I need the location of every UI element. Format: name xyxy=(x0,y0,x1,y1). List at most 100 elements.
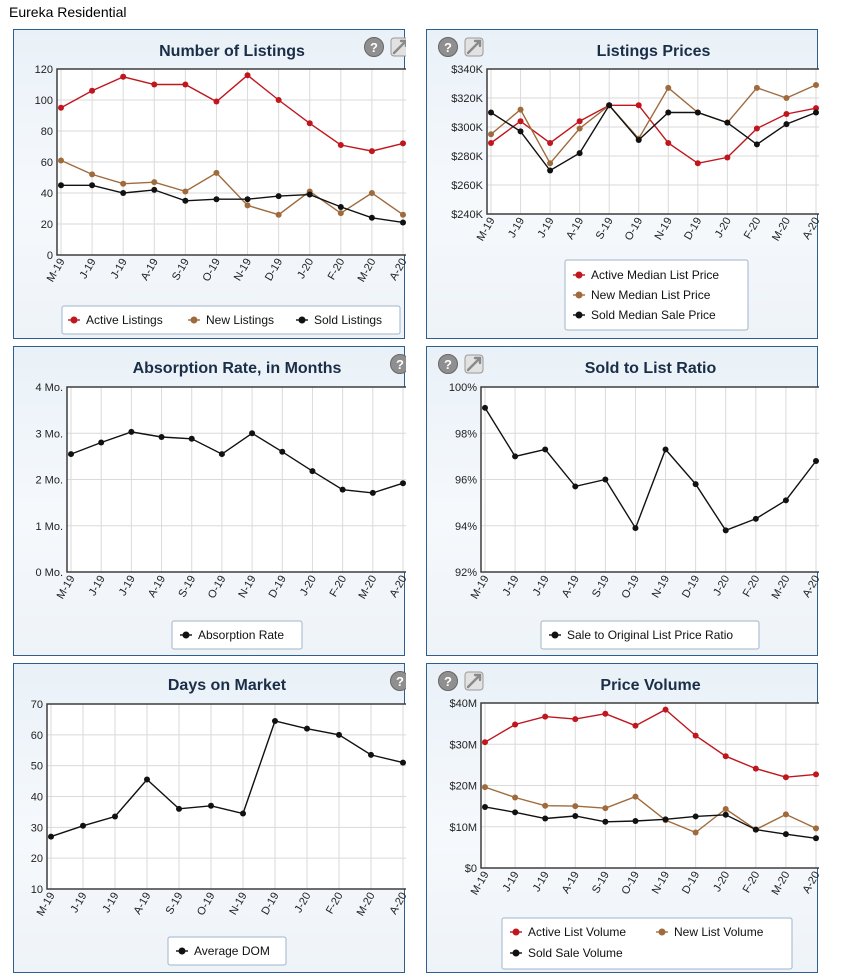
settings-icon[interactable] xyxy=(464,354,484,374)
absorption-data-point xyxy=(218,451,225,458)
help-icon[interactable]: ? xyxy=(390,671,407,691)
prices-data-point xyxy=(517,118,524,125)
help-icon-glyph[interactable]: ? xyxy=(396,674,404,689)
listings-title: Number of Listings xyxy=(159,43,305,60)
listings-data-point xyxy=(58,157,64,164)
dom-xtick-label: J-19 xyxy=(101,891,122,916)
listings-data-point xyxy=(275,211,282,218)
listings-legend-swatch xyxy=(190,316,198,324)
help-icon-glyph[interactable]: ? xyxy=(396,357,404,372)
volume-xtick-label: N-19 xyxy=(650,870,672,897)
sold-list-ratio-xtick-label: S-19 xyxy=(590,574,612,600)
help-icon[interactable]: ? xyxy=(364,37,384,57)
volume-series-line xyxy=(484,786,817,834)
sold-list-ratio-chart: Sold to List Ratio?92%94%96%98%100%M-19 J… xyxy=(438,354,819,650)
dom-data-point xyxy=(176,805,182,812)
prices-plot-area xyxy=(487,69,819,214)
help-icon-circle[interactable] xyxy=(438,671,458,691)
dom-ytick-label: 10 xyxy=(31,884,43,896)
listings-legend-label: Sold Listings xyxy=(314,313,382,327)
listings-legend xyxy=(61,305,401,335)
dom-data-point xyxy=(48,833,54,840)
settings-icon-wrench[interactable] xyxy=(466,673,482,689)
dom-data-point xyxy=(304,725,310,732)
prices-legend-swatch xyxy=(575,271,583,279)
volume-data-point xyxy=(482,803,488,810)
absorption-data-point xyxy=(309,468,316,475)
prices-series-line xyxy=(490,104,817,165)
volume-legend-swatch xyxy=(658,928,666,936)
listings-xtick-label: S-19 xyxy=(170,257,192,283)
volume-legend-label: New List Volume xyxy=(674,925,764,939)
dom-data-point xyxy=(336,731,342,738)
help-icon[interactable]: ? xyxy=(438,37,458,57)
prices-ytick-label: $320K xyxy=(451,93,483,105)
prices-data-point xyxy=(547,160,554,167)
help-icon-glyph[interactable]: ? xyxy=(444,674,452,689)
volume-panel: Price Volume? $0 $10M $20M $30M $40M M-19 J-19 J… xyxy=(426,663,819,973)
absorption-ytick-label: 1 Mo. xyxy=(35,521,63,533)
sold-list-ratio-data-point xyxy=(722,527,729,534)
listings-ytick-label: 0 xyxy=(47,250,53,262)
sold-list-ratio-xtick-label: J-20 xyxy=(711,574,732,599)
dom-data-point xyxy=(240,810,246,817)
volume-ytick-label: $10M xyxy=(449,822,477,834)
help-icon-glyph[interactable]: ? xyxy=(444,357,452,372)
dom-ytick-label: 20 xyxy=(31,853,43,865)
dom-xtick-label: D-19 xyxy=(259,891,281,918)
help-icon-circle[interactable] xyxy=(390,354,407,374)
help-icon[interactable]: ? xyxy=(438,354,458,374)
help-icon-glyph[interactable]: ? xyxy=(444,40,452,55)
absorption-xtick-label: N-19 xyxy=(236,574,258,601)
help-icon-circle[interactable] xyxy=(390,671,407,691)
volume-data-point xyxy=(572,803,579,810)
sold-list-ratio-data-point xyxy=(602,476,609,483)
settings-icon[interactable] xyxy=(390,37,406,57)
prices-plot-frame xyxy=(486,68,819,215)
settings-icon-wrench[interactable] xyxy=(466,39,482,55)
sold-list-ratio-data-point xyxy=(632,525,639,532)
help-icon[interactable]: ? xyxy=(390,354,407,374)
help-icon-circle[interactable] xyxy=(438,37,458,57)
settings-icon[interactable] xyxy=(464,671,484,691)
prices-xtick-label: N-19 xyxy=(653,215,675,242)
help-icon-glyph[interactable]: ? xyxy=(370,40,378,55)
sold-list-ratio-data-point xyxy=(813,458,819,464)
settings-icon-wrench[interactable] xyxy=(392,39,406,55)
settings-icon-wrench[interactable] xyxy=(466,356,482,372)
listings-xtick-label: J-19 xyxy=(78,257,99,282)
prices-data-point xyxy=(488,131,494,138)
absorption-legend-swatch xyxy=(182,631,190,639)
prices-data-point xyxy=(783,95,790,101)
listings-data-point xyxy=(400,219,406,226)
listings-data-point xyxy=(213,169,220,176)
sold-list-ratio-data-point xyxy=(482,404,488,411)
dom-data-point xyxy=(400,759,406,766)
dom-xtick-label: J-19 xyxy=(69,891,90,916)
listings-data-point xyxy=(368,214,375,221)
absorption-xtick-label: J-20 xyxy=(298,574,319,599)
absorption-ytick-label: 3 Mo. xyxy=(35,428,63,440)
absorption-data-point xyxy=(249,430,256,437)
help-icon-circle[interactable] xyxy=(438,354,458,374)
volume-data-point xyxy=(602,818,609,825)
settings-icon[interactable] xyxy=(464,37,484,57)
listings-data-point xyxy=(337,203,344,210)
help-icon[interactable]: ? xyxy=(438,671,458,691)
listings-data-point xyxy=(120,180,127,187)
sold-list-ratio-xtick-label: N-19 xyxy=(650,574,672,601)
prices-series-line xyxy=(490,104,817,172)
absorption-panel: Absorption Rate, in Months? 0 Mo. 1 Mo. 2 M… xyxy=(13,346,407,656)
dom-title: Days on Market xyxy=(168,677,287,694)
absorption-ytick-label: 4 Mo. xyxy=(35,382,63,394)
volume-data-point xyxy=(752,826,759,833)
listings-data-point xyxy=(120,73,127,80)
prices-xtick-label: J-20 xyxy=(713,216,734,241)
listings-data-point xyxy=(151,186,158,193)
listings-data-point xyxy=(182,81,189,88)
listings-data-point xyxy=(120,190,127,196)
help-icon-circle[interactable] xyxy=(364,37,384,57)
absorption-series-line xyxy=(70,431,404,494)
volume-data-point xyxy=(542,815,549,822)
sold-list-ratio-legend xyxy=(540,620,760,650)
